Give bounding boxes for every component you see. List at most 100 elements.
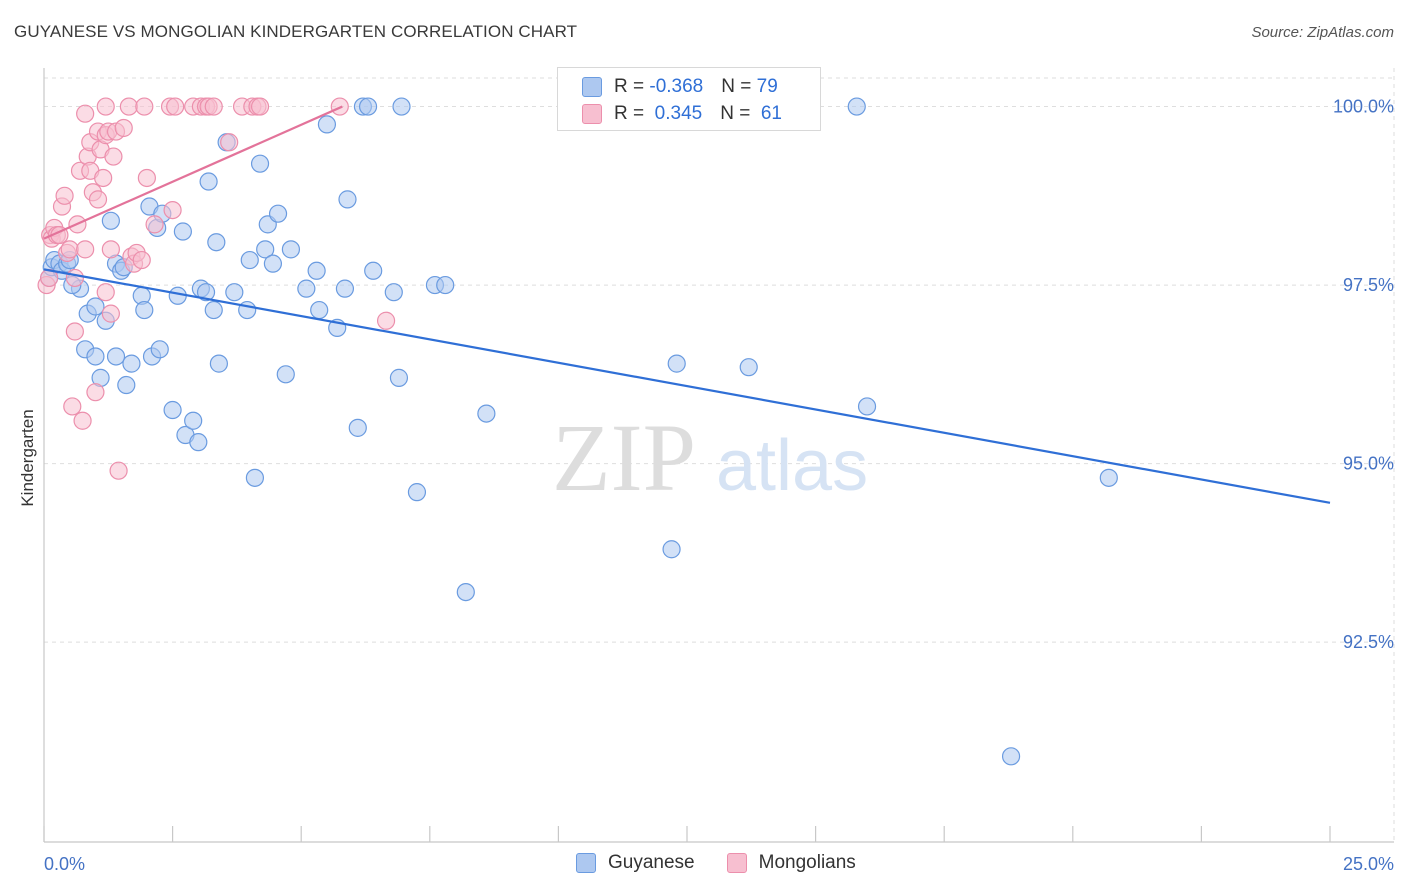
legend-item-guyanese[interactable]: Guyanese	[576, 852, 695, 874]
guyanese-point	[245, 468, 265, 487]
guyanese-point	[1001, 747, 1021, 766]
mongolians-point	[55, 186, 74, 205]
mongolians-point	[166, 97, 185, 116]
guyanese-point	[384, 283, 403, 302]
mongolians-point	[76, 104, 95, 123]
guyanese-point	[739, 358, 758, 377]
guyanese-point	[86, 347, 105, 366]
guyanese-point	[163, 400, 182, 420]
y-axis-label: Kindergarten	[18, 409, 37, 506]
x-tick-label: 25.0%	[1343, 854, 1394, 874]
guyanese-point	[263, 254, 283, 273]
guyanese-point	[184, 411, 203, 430]
guyanese-point	[662, 540, 681, 559]
mongolians-swatch	[726, 853, 747, 873]
guyanese-point	[122, 354, 141, 373]
guyanese-point	[207, 233, 226, 252]
guyanese-point	[117, 375, 136, 395]
guyanese-swatch	[576, 853, 596, 873]
mongolians-point	[104, 147, 123, 166]
stats-legend: R = -0.368 N = 79 R = 0.345 N = 61	[557, 67, 821, 131]
mongolians-point	[65, 268, 84, 288]
mongolians-point	[63, 397, 82, 416]
guyanese-swatch	[582, 77, 602, 97]
y-tick-label: 95.0%	[1343, 454, 1394, 474]
mongolians-point	[94, 168, 113, 188]
mongolians-point	[60, 240, 79, 259]
guyanese-point	[173, 222, 192, 241]
n-value: 61	[755, 103, 782, 124]
tick-labels: 100.0% 97.5% 95.0% 92.5% 0.0% 25.0%	[44, 97, 1394, 874]
guyanese-point	[256, 240, 275, 259]
mongolians-point	[109, 461, 128, 480]
legend-row-mongolians: R = 0.345 N = 61	[582, 102, 782, 126]
legend-label: Mongolians	[758, 852, 856, 873]
mongolians-point	[65, 322, 84, 341]
guyanese-point	[209, 354, 228, 373]
guyanese-point	[250, 154, 270, 173]
guyanese-point	[857, 397, 877, 416]
guyanese-point	[310, 300, 329, 320]
mongolians-point	[73, 411, 92, 430]
legend-label: Guyanese	[608, 852, 695, 873]
mongolians-point	[220, 133, 239, 152]
data-points	[37, 97, 1118, 766]
guyanese-point	[150, 340, 169, 359]
trend-lines	[43, 105, 1331, 504]
guyanese-point	[407, 483, 427, 502]
y-tick-label: 92.5%	[1343, 632, 1394, 652]
r-label: R =	[614, 76, 650, 97]
mongolians-point	[137, 168, 156, 188]
guyanese-point	[204, 300, 223, 320]
guyanese-point	[389, 368, 409, 387]
guyanese-point	[196, 283, 216, 302]
mongolians-point	[96, 283, 115, 302]
guyanese-point	[847, 97, 866, 116]
axes	[43, 68, 1394, 843]
guyanese-point	[477, 404, 496, 423]
mongolians-point	[135, 97, 154, 116]
guyanese-point	[225, 283, 244, 302]
mongolians-trend-line	[43, 105, 343, 240]
n-value: 79	[756, 76, 778, 97]
mongolians-point	[119, 97, 138, 116]
mongolians-swatch	[582, 104, 602, 124]
mongolians-point	[101, 304, 120, 323]
watermark-atlas: atlas	[716, 426, 868, 506]
n-label: N =	[721, 76, 757, 97]
y-tick-label: 100.0%	[1333, 97, 1394, 117]
mongolians-point	[96, 97, 115, 116]
guyanese-point	[436, 275, 455, 295]
guyanese-point	[348, 418, 367, 437]
series-legend: Guyanese Mongolians	[576, 852, 888, 874]
guyanese-point	[456, 582, 475, 602]
guyanese-point	[281, 240, 301, 259]
guyanese-point	[297, 279, 316, 298]
guyanese-point	[240, 250, 259, 270]
guyanese-point	[106, 347, 126, 366]
watermark-zip: ZIP	[552, 404, 696, 511]
mongolians-point	[145, 215, 164, 234]
guyanese-point	[364, 261, 383, 280]
guyanese-point	[199, 172, 218, 191]
legend-item-mongolians[interactable]: Mongolians	[726, 852, 856, 874]
mongolians-point	[163, 200, 182, 220]
guyanese-point	[135, 300, 154, 320]
mongolians-point	[132, 250, 151, 270]
y-tick-label: 97.5%	[1343, 275, 1394, 295]
mongolians-point	[376, 311, 396, 330]
mongolians-point	[101, 240, 120, 259]
guyanese-trend-line	[43, 268, 1331, 504]
guyanese-point	[307, 261, 326, 280]
guyanese-point	[1099, 468, 1118, 487]
guyanese-point	[86, 297, 105, 316]
mongolians-point	[88, 190, 108, 209]
x-tick-label: 0.0%	[44, 854, 85, 874]
watermark: ZIP atlas	[552, 404, 868, 511]
guyanese-point	[268, 204, 288, 223]
guyanese-point	[276, 365, 295, 384]
r-value: 0.345	[649, 103, 703, 124]
guyanese-point	[358, 97, 378, 116]
guyanese-point	[189, 433, 208, 452]
